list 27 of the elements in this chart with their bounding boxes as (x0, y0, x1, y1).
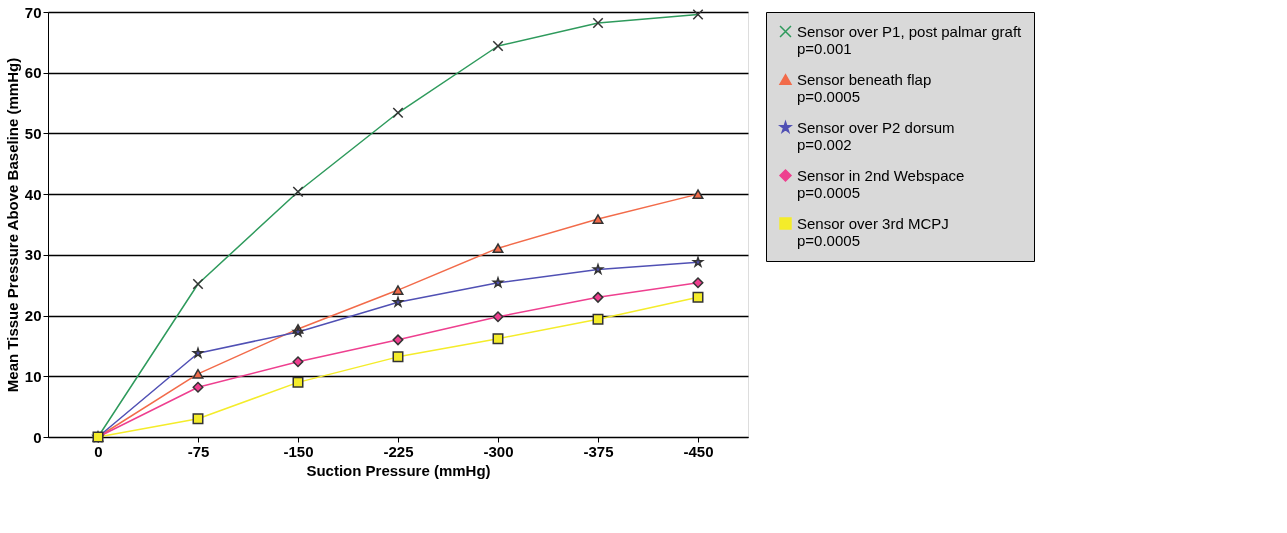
x-tick-label: 0 (94, 442, 103, 460)
x-tick-label: -300 (483, 442, 514, 460)
text: p=0.0005 (797, 231, 860, 249)
y-tick-label: 20 (24, 307, 42, 325)
x-tick-label: -375 (583, 442, 614, 460)
y-tick-label: 0 (33, 428, 42, 446)
y-axis-title: Mean Tissue Pressure Above Baseline (mmHg) (3, 57, 21, 393)
x-tick-label: -75 (187, 442, 210, 460)
text: p=0.002 (797, 135, 852, 153)
y-tick-label: 30 (24, 246, 42, 264)
legend-label: Sensor beneath flap (797, 70, 932, 88)
x-tick-label: -225 (383, 442, 414, 460)
text: p=0.0005 (797, 87, 860, 105)
y-tick-label: 70 (24, 3, 42, 21)
legend-label: Sensor over P1, post palmar graft (797, 22, 1023, 40)
y-tick-label: 40 (24, 185, 42, 203)
text: p=0.001 (797, 39, 852, 57)
y-tick-label: 50 (24, 124, 42, 142)
x-tick-label: -150 (283, 442, 314, 460)
legend-label: Sensor in 2nd Webspace (797, 166, 965, 184)
text: p=0.0005 (797, 183, 860, 201)
x-axis-title: Suction Pressure (mmHg) (306, 461, 491, 479)
y-tick-label: 60 (24, 64, 42, 82)
x-tick-label: -450 (683, 442, 714, 460)
legend-label: Sensor over P2 dorsum (797, 118, 955, 136)
legend-label: Sensor over 3rd MCPJ (797, 214, 949, 232)
y-tick-label: 10 (24, 367, 42, 385)
